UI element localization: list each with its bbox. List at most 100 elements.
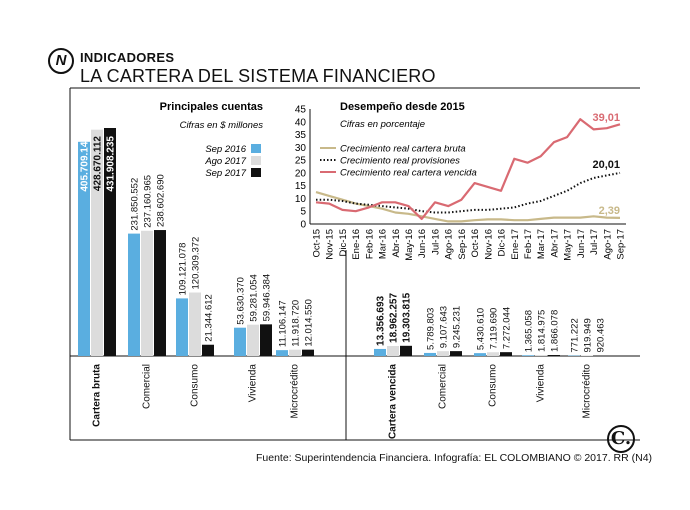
- bar: [154, 230, 166, 356]
- bar: [400, 345, 412, 356]
- bar: [548, 355, 560, 356]
- bar: [247, 324, 259, 356]
- line-x-tick-label: Jul-16: [430, 229, 441, 255]
- bar: [189, 292, 201, 356]
- bar: [535, 355, 547, 356]
- bar-value-label: 7.272.044: [502, 307, 513, 349]
- bar: [374, 348, 386, 356]
- line-series: [315, 191, 621, 223]
- line-y-tick-label: 40: [295, 117, 307, 128]
- bar: [302, 349, 314, 356]
- line-y-tick-label: 25: [295, 156, 307, 167]
- line-x-tick-label: Jun-17: [576, 229, 587, 258]
- line-y-tick-label: 10: [295, 194, 307, 205]
- line-x-tick-label: May-17: [563, 229, 574, 261]
- line-y-tick-label: 30: [295, 143, 307, 154]
- line-x-tick-label: Ene-16: [351, 229, 362, 260]
- bar: [78, 141, 90, 356]
- line-x-tick-label: Sep-17: [616, 229, 627, 260]
- bar-value-label: 5.789.803: [426, 308, 437, 350]
- bar-value-label: 9.245.231: [452, 306, 463, 348]
- line-x-tick-label: Mar-17: [536, 229, 547, 259]
- line-x-tick-label: Nov-15: [325, 229, 336, 260]
- bar: [289, 349, 301, 356]
- bar-value-label: 1.814.975: [537, 310, 548, 352]
- bar-chart-title: Principales cuentas: [160, 101, 263, 113]
- bar-category-label: Consumo: [488, 364, 499, 407]
- line-x-tick-label: Oct-15: [312, 229, 323, 258]
- bar-value-label: 238.602.690: [156, 174, 167, 227]
- line-series: [316, 171, 621, 214]
- bar: [176, 298, 188, 356]
- line-x-tick-label: Mar-16: [378, 229, 389, 259]
- bar: [128, 233, 140, 356]
- bar-value-label: 405.709.147: [80, 136, 91, 192]
- line-x-tick-label: Jul-17: [589, 229, 600, 255]
- bar: [500, 352, 512, 356]
- bar-legend-swatch: [251, 144, 261, 153]
- bar-value-label: 231.850.552: [130, 178, 141, 231]
- line-x-tick-label: Abr-17: [549, 229, 560, 258]
- bar-value-label: 920.463: [596, 318, 607, 352]
- bar-value-label: 5.430.610: [476, 308, 487, 350]
- bar-category-label: Vivienda: [248, 364, 259, 403]
- bar-category-label: Comercial: [142, 364, 153, 409]
- bar: [202, 344, 214, 356]
- bar: [260, 324, 272, 356]
- bar-value-label: 12.014.550: [304, 299, 315, 347]
- bar-category-label: Microcrédito: [290, 364, 301, 419]
- line-legend-label: Crecimiento real provisiones: [340, 156, 460, 167]
- line-x-tick-label: Ago-17: [602, 229, 613, 260]
- bar: [234, 327, 246, 356]
- bar: [387, 345, 399, 356]
- line-x-tick-label: Ago-16: [444, 229, 455, 260]
- bar-value-label: 237.160.965: [143, 175, 154, 228]
- bar: [487, 352, 499, 356]
- line-legend-label: Crecimiento real cartera vencida: [340, 168, 477, 179]
- bar-legend-label: Ago 2017: [204, 156, 246, 167]
- bar-value-label: 53.630.370: [236, 277, 247, 325]
- bar: [522, 355, 534, 356]
- bar: [104, 128, 116, 356]
- bar-value-label: 11.106.147: [278, 300, 289, 347]
- line-x-tick-label: Dic-15: [338, 229, 349, 256]
- source-note: Fuente: Superintendencia Financiera. Inf…: [256, 452, 653, 464]
- bar-value-label: 59.946.384: [262, 274, 273, 322]
- bar-value-label: 109.121.078: [178, 243, 189, 296]
- line-y-tick-label: 15: [295, 181, 307, 192]
- line-legend-label: Crecimiento real cartera bruta: [340, 144, 466, 155]
- line-y-tick-label: 20: [295, 168, 307, 179]
- line-x-tick-label: May-16: [404, 229, 415, 261]
- bar-value-label: 919.949: [583, 318, 594, 352]
- line-x-tick-label: Ene-17: [510, 229, 521, 260]
- bar-value-label: 1.365.058: [524, 310, 535, 352]
- bar: [450, 351, 462, 356]
- line-chart-subtitle: Cifras en porcentaje: [340, 119, 425, 130]
- bar-legend-swatch: [251, 156, 261, 165]
- bar: [474, 353, 486, 356]
- el-colombiano-logo: C.: [607, 425, 635, 453]
- bar-value-label: 120.309.372: [191, 237, 202, 290]
- bar-category-label: Cartera bruta: [92, 364, 103, 427]
- line-end-label: 39,01: [592, 112, 620, 124]
- bar-value-label: 13.356.693: [376, 295, 387, 345]
- bar-value-label: 428.670.112: [93, 136, 104, 191]
- line-x-tick-label: Nov-16: [483, 229, 494, 260]
- line-x-tick-label: Sep-16: [457, 229, 468, 260]
- bar-category-label: Vivienda: [536, 364, 547, 403]
- bar-value-label: 21.344.612: [204, 294, 215, 342]
- bar-value-label: 19.303.815: [402, 292, 413, 342]
- bar-value-label: 11.918.720: [291, 300, 302, 347]
- bar-value-label: 9.107.643: [439, 306, 450, 348]
- bar-value-label: 431.908.235: [106, 136, 117, 192]
- section-badge: N: [48, 48, 74, 74]
- bar: [141, 230, 153, 356]
- bar-category-label: Consumo: [190, 364, 201, 407]
- bar: [91, 129, 103, 356]
- line-end-label: 20,01: [592, 159, 620, 171]
- line-x-tick-label: Feb-16: [364, 229, 375, 259]
- section-kicker: INDICADORES: [80, 50, 175, 65]
- line-y-tick-label: 45: [295, 105, 307, 116]
